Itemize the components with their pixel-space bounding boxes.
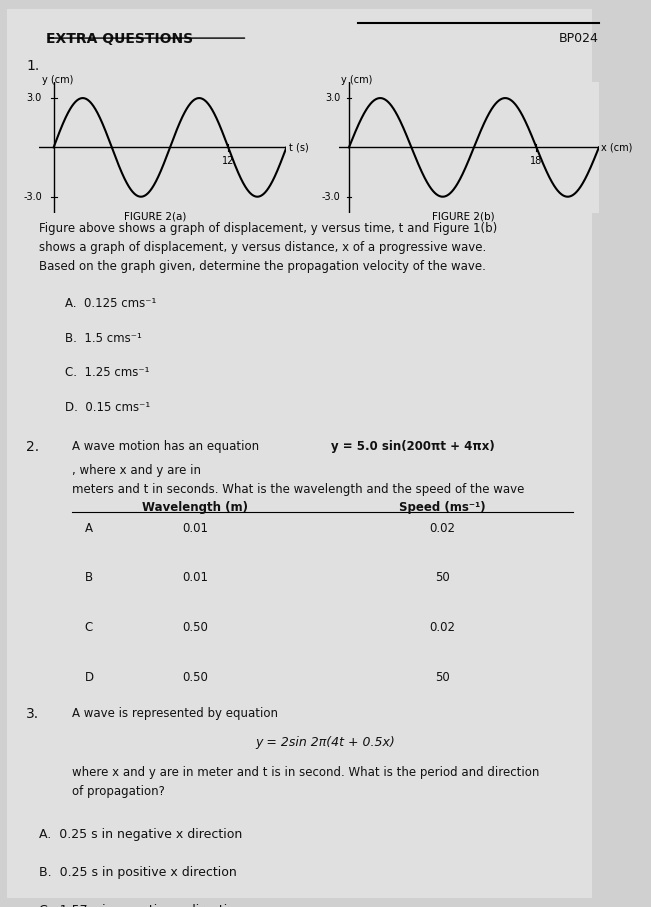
Text: -3.0: -3.0 <box>23 191 42 201</box>
Text: Figure above shows a graph of displacement, y versus time, t and Figure 1(b)
sho: Figure above shows a graph of displaceme… <box>39 222 497 273</box>
FancyBboxPatch shape <box>7 9 592 898</box>
Text: A wave is represented by equation: A wave is represented by equation <box>72 707 277 720</box>
Text: A.  0.25 s in negative x direction: A. 0.25 s in negative x direction <box>39 828 242 841</box>
Text: C.  1.25 cms⁻¹: C. 1.25 cms⁻¹ <box>65 366 150 379</box>
Text: t (s): t (s) <box>289 142 309 152</box>
Text: y = 5.0 sin(200πt + 4πx): y = 5.0 sin(200πt + 4πx) <box>331 440 495 453</box>
Text: 0.50: 0.50 <box>182 671 208 684</box>
Text: x (cm): x (cm) <box>601 142 632 152</box>
Text: y (cm): y (cm) <box>42 75 74 85</box>
Text: 3.0: 3.0 <box>326 93 340 103</box>
Text: 50: 50 <box>436 571 450 584</box>
Text: A: A <box>85 522 92 534</box>
Text: EXTRA QUESTIONS: EXTRA QUESTIONS <box>46 32 193 45</box>
Text: , where x and y are in
meters and t in seconds. What is the wavelength and the s: , where x and y are in meters and t in s… <box>72 464 524 496</box>
Text: B: B <box>85 571 92 584</box>
Text: 12: 12 <box>222 156 234 166</box>
Text: D: D <box>85 671 94 684</box>
Text: Speed (ms⁻¹): Speed (ms⁻¹) <box>399 501 486 513</box>
Text: -3.0: -3.0 <box>322 191 340 201</box>
Text: 0.02: 0.02 <box>430 522 456 534</box>
Text: y = 2sin 2π(4t + 0.5x): y = 2sin 2π(4t + 0.5x) <box>256 736 395 749</box>
Text: A.  0.125 cms⁻¹: A. 0.125 cms⁻¹ <box>65 297 156 310</box>
Text: A wave motion has an equation: A wave motion has an equation <box>72 440 262 453</box>
Text: BP024: BP024 <box>559 32 599 44</box>
Text: 18: 18 <box>531 156 542 166</box>
Text: C: C <box>85 621 93 634</box>
Text: C.  1.57 s in negative x direction: C. 1.57 s in negative x direction <box>39 904 243 907</box>
Text: where x and y are in meter and t is in second. What is the period and direction
: where x and y are in meter and t is in s… <box>72 766 539 798</box>
Text: 0.02: 0.02 <box>430 621 456 634</box>
Text: 3.0: 3.0 <box>27 93 42 103</box>
Text: 0.01: 0.01 <box>182 522 208 534</box>
Text: 1.: 1. <box>26 59 39 73</box>
Text: B.  1.5 cms⁻¹: B. 1.5 cms⁻¹ <box>65 332 142 345</box>
Text: y (cm): y (cm) <box>340 75 372 85</box>
Text: FIGURE 2(a): FIGURE 2(a) <box>124 211 187 221</box>
Text: FIGURE 2(b): FIGURE 2(b) <box>432 211 495 221</box>
Text: 3.: 3. <box>26 707 39 721</box>
Text: Wavelength (m): Wavelength (m) <box>143 501 248 513</box>
Text: 50: 50 <box>436 671 450 684</box>
Text: 0.01: 0.01 <box>182 571 208 584</box>
Text: 0.50: 0.50 <box>182 621 208 634</box>
Text: B.  0.25 s in positive x direction: B. 0.25 s in positive x direction <box>39 866 237 879</box>
Text: 2.: 2. <box>26 440 39 454</box>
Text: D.  0.15 cms⁻¹: D. 0.15 cms⁻¹ <box>65 401 150 414</box>
